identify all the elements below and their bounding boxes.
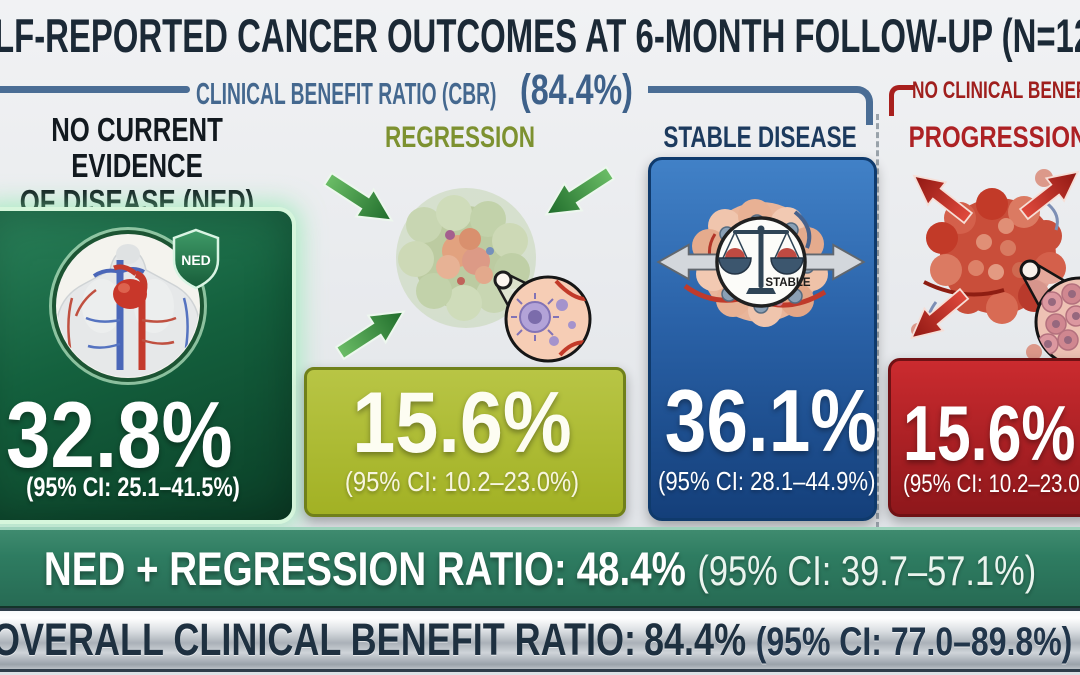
cbr-bracket-line-left xyxy=(0,86,190,93)
summary-bar-overall-cbr-text: OVERALL CLINICAL BENEFIT RATIO: 84.4% (9… xyxy=(0,614,1072,666)
stable-tumor-icon: STABLE xyxy=(656,199,866,327)
ned-shield-icon: NED xyxy=(172,228,220,290)
stable-badge-label: STABLE xyxy=(765,277,810,289)
ned-anatomy-icon: NED xyxy=(49,227,220,385)
progression-tumor-icon xyxy=(910,169,1080,364)
inward-arrows-icon xyxy=(322,165,616,361)
ned-ci: (95% CI: 25.1–41.5%) xyxy=(26,472,240,502)
ned-regression-label: NED + REGRESSION RATIO: xyxy=(43,541,567,595)
regression-tumor-icon xyxy=(322,165,616,363)
outward-arrows-icon xyxy=(656,243,866,281)
progression-value-box xyxy=(888,358,1080,517)
benefit-divider-dashed-line xyxy=(876,114,879,528)
ned-regression-value: 48.4% xyxy=(576,541,686,595)
no-benefit-bracket-corner xyxy=(889,85,914,116)
summary-bar-overall-cbr: OVERALL CLINICAL BENEFIT RATIO: 84.4% (9… xyxy=(0,608,1080,672)
ned-badge-label: NED xyxy=(181,252,211,268)
column-header-progression: PROGRESSION xyxy=(908,121,1080,154)
column-header-regression: REGRESSION xyxy=(384,121,536,154)
overall-cbr-value: 84.4% xyxy=(644,614,747,665)
regression-ci: (95% CI: 10.2–23.0%) xyxy=(344,466,580,497)
no-clinical-benefit-label: NO CLINICAL BENEFIT xyxy=(912,77,1080,104)
stable-value: 36.1% xyxy=(664,371,877,470)
ned-value: 32.8% xyxy=(6,382,233,487)
overall-cbr-ci: (95% CI: 77.0–89.8%) xyxy=(755,620,1073,664)
magnifier-callout-icon xyxy=(493,270,592,363)
stable-ci: (95% CI: 28.1–44.9%) xyxy=(658,466,876,496)
summary-bar-ned-regression: NED + REGRESSION RATIO: 48.4% (95% CI: 3… xyxy=(0,527,1080,611)
page-title: LF-REPORTED CANCER OUTCOMES AT 6-MONTH F… xyxy=(0,9,1080,62)
cbr-bracket-line-right xyxy=(648,86,873,125)
balance-scale-icon: STABLE xyxy=(715,216,811,308)
column-header-stable: STABLE DISEASE xyxy=(663,121,857,154)
progression-ci: (95% CI: 10.2–23.0%) xyxy=(903,470,1080,498)
magnifier-callout-icon xyxy=(1019,259,1080,364)
column-header-ned: NO CURRENT EVIDENCE OF DISEASE (NED) xyxy=(8,112,265,220)
cbr-bracket-value: (84.4%) xyxy=(520,66,633,114)
tumor-blob xyxy=(398,195,530,321)
summary-bar-ned-regression-text: NED + REGRESSION RATIO: 48.4% (95% CI: 3… xyxy=(44,541,1036,596)
regression-value-box xyxy=(304,367,626,517)
ned-regression-ci: (95% CI: 39.7–57.1%) xyxy=(697,546,1037,594)
overall-cbr-label: OVERALL CLINICAL BENEFIT RATIO: xyxy=(0,614,636,665)
regression-value: 15.6% xyxy=(352,375,572,471)
column-header-ned-line1: NO CURRENT EVIDENCE xyxy=(51,111,223,184)
cbr-bracket-label: CLINICAL BENEFIT RATIO (CBR) xyxy=(196,76,497,111)
outward-arrows-icon xyxy=(910,170,1080,340)
progression-value: 15.6% xyxy=(903,389,1076,477)
